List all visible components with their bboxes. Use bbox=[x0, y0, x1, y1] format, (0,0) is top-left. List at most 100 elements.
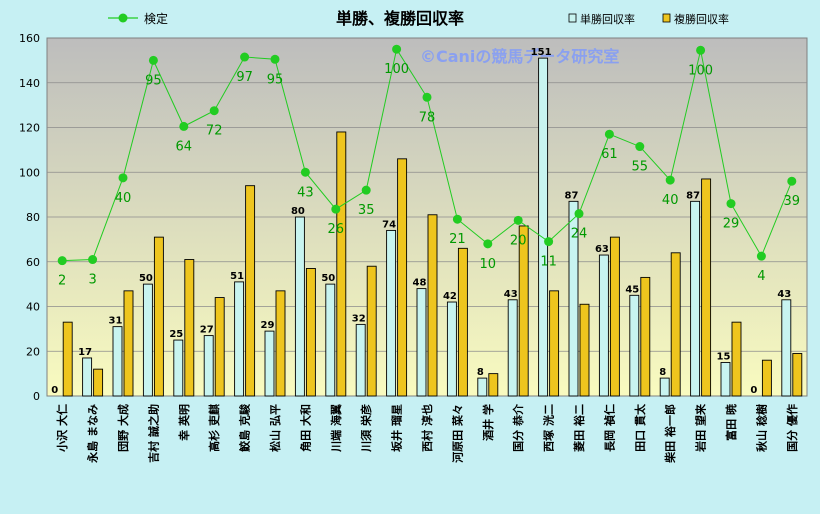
tansho-bar bbox=[264, 330, 275, 397]
kentei-marker bbox=[118, 173, 128, 183]
tansho-bar bbox=[294, 216, 305, 397]
fukusho-bar bbox=[640, 276, 651, 397]
kentei-data-label: 24 bbox=[571, 227, 588, 242]
tansho-data-label: 63 bbox=[595, 244, 609, 255]
legend-label-line: 検定 bbox=[144, 11, 168, 26]
y-tick-label: 140 bbox=[19, 77, 40, 90]
x-tick-label: 永島 まなみ bbox=[86, 404, 100, 464]
tansho-data-label: 51 bbox=[230, 271, 244, 282]
x-tick-label: 菱田 裕二 bbox=[572, 404, 586, 452]
tansho-bar bbox=[325, 283, 336, 397]
tansho-data-label: 0 bbox=[750, 385, 757, 396]
fukusho-bar bbox=[336, 131, 347, 397]
fukusho-bar bbox=[153, 236, 164, 397]
kentei-data-label: 100 bbox=[384, 62, 409, 77]
fukusho-bar bbox=[427, 214, 438, 397]
fukusho-bar bbox=[93, 368, 104, 397]
kentei-marker bbox=[422, 92, 432, 102]
y-tick-label: 160 bbox=[19, 32, 40, 45]
kentei-marker bbox=[331, 204, 341, 214]
legend-label-fukusho: 複勝回収率 bbox=[674, 12, 729, 26]
kentei-marker bbox=[57, 256, 67, 266]
kentei-data-label: 55 bbox=[632, 160, 649, 175]
tansho-bar bbox=[386, 229, 397, 397]
x-tick-label: 富田 暁 bbox=[724, 404, 738, 441]
x-tick-label: 酒井 学 bbox=[481, 404, 495, 441]
legend: 検定 単勝回収率 複勝回収率 bbox=[108, 11, 729, 26]
kentei-data-label: 40 bbox=[115, 191, 132, 206]
kentei-data-label: 4 bbox=[757, 269, 765, 284]
tansho-data-label: 45 bbox=[625, 284, 639, 295]
fukusho-bar bbox=[123, 290, 134, 397]
kentei-data-label: 78 bbox=[419, 110, 436, 125]
fukusho-bar bbox=[579, 303, 590, 397]
tansho-data-label: 29 bbox=[261, 320, 275, 331]
kentei-marker bbox=[179, 121, 189, 131]
kentei-data-label: 64 bbox=[176, 139, 193, 154]
tansho-bar bbox=[234, 281, 245, 397]
kentei-data-label: 72 bbox=[206, 124, 223, 139]
kentei-marker bbox=[148, 55, 158, 65]
fukusho-bar bbox=[670, 252, 681, 397]
tansho-data-label: 8 bbox=[477, 367, 484, 378]
legend-marker-swatch bbox=[118, 13, 128, 23]
fukusho-bar bbox=[305, 268, 316, 397]
x-tick-label: 田口 貫太 bbox=[633, 403, 647, 452]
x-tick-label: 幸 英明 bbox=[177, 404, 191, 441]
tansho-bar bbox=[142, 283, 153, 397]
kentei-data-label: 20 bbox=[510, 233, 527, 248]
tansho-bar bbox=[598, 254, 609, 397]
x-tick-label: 高杉 吏麒 bbox=[207, 404, 221, 452]
fukusho-bar bbox=[701, 178, 712, 397]
tansho-bar bbox=[82, 357, 93, 397]
x-tick-label: 松山 弘平 bbox=[268, 404, 282, 452]
fukusho-bar bbox=[609, 236, 620, 397]
tansho-bar bbox=[720, 361, 731, 397]
x-tick-label: 西塚 洸二 bbox=[542, 404, 556, 452]
kentei-marker bbox=[756, 251, 766, 261]
x-tick-label: 鮫島 克駿 bbox=[238, 403, 252, 452]
tansho-bar bbox=[507, 299, 518, 397]
kentei-data-label: 26 bbox=[328, 222, 345, 237]
tansho-data-label: 151 bbox=[531, 47, 552, 58]
x-tick-label: 国分 優作 bbox=[785, 404, 799, 452]
tansho-data-label: 80 bbox=[291, 206, 305, 217]
tansho-bar bbox=[629, 294, 640, 397]
kentei-data-label: 100 bbox=[688, 63, 713, 78]
legend-swatch-tansho bbox=[568, 13, 577, 23]
tansho-data-label: 17 bbox=[78, 347, 92, 358]
kentei-data-label: 11 bbox=[540, 255, 557, 270]
kentei-data-label: 61 bbox=[601, 147, 618, 162]
y-tick-label: 80 bbox=[26, 211, 40, 224]
tansho-data-label: 42 bbox=[443, 291, 457, 302]
tansho-bar bbox=[173, 339, 184, 397]
x-tick-label: 長岡 禎仁 bbox=[602, 404, 616, 452]
x-tick-label: 川端 海翼 bbox=[329, 404, 343, 453]
y-tick-label: 60 bbox=[26, 256, 40, 269]
kentei-marker bbox=[88, 255, 98, 265]
kentei-data-label: 40 bbox=[662, 193, 679, 208]
kentei-data-label: 35 bbox=[358, 203, 375, 218]
x-tick-label: 川須 栄彦 bbox=[359, 404, 373, 453]
chart-title: 単勝、複勝回収率 bbox=[336, 9, 464, 28]
tansho-data-label: 31 bbox=[109, 316, 123, 327]
x-tick-label: 角田 大和 bbox=[298, 404, 312, 452]
fukusho-bar bbox=[488, 373, 499, 397]
kentei-marker bbox=[209, 106, 219, 116]
tansho-data-label: 50 bbox=[321, 273, 335, 284]
fukusho-bar bbox=[366, 265, 377, 397]
tansho-bar bbox=[781, 299, 792, 397]
tansho-data-label: 87 bbox=[565, 190, 579, 201]
kentei-marker bbox=[574, 209, 584, 219]
y-tick-label: 100 bbox=[19, 166, 40, 179]
tansho-bar bbox=[568, 200, 579, 397]
watermark: ©Caniの競馬データ研究室 bbox=[420, 47, 619, 66]
y-tick-label: 40 bbox=[26, 301, 40, 314]
tansho-data-label: 0 bbox=[51, 385, 58, 396]
tansho-bar bbox=[203, 335, 214, 397]
tansho-data-label: 43 bbox=[504, 289, 518, 300]
tansho-data-label: 15 bbox=[717, 351, 731, 362]
tansho-bar bbox=[112, 326, 123, 397]
